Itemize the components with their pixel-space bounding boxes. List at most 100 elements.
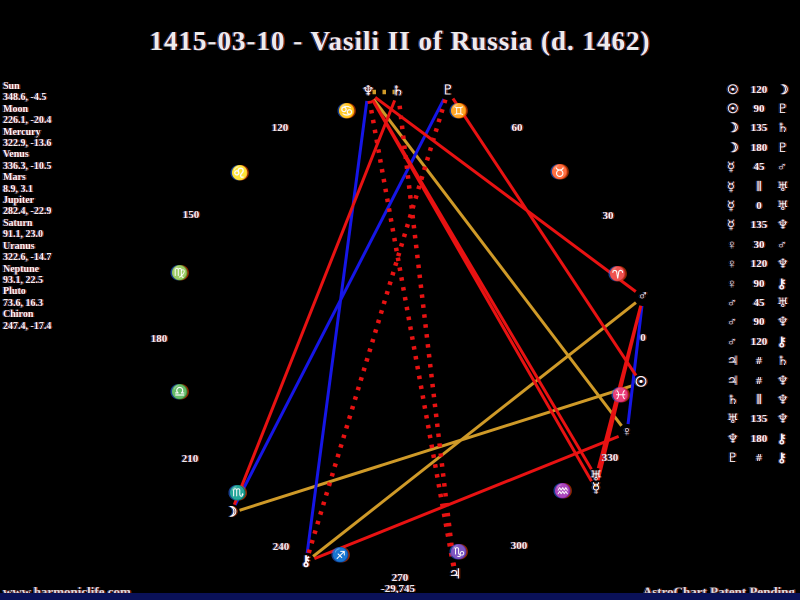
planet-coordinates-value: 226.1, -20.4 (3, 115, 52, 127)
mercury-glyph: ☿ (727, 159, 735, 175)
aspect-angle-label: 135 (750, 219, 768, 232)
degree-label-240: 240 (272, 541, 290, 553)
aspect-angle-label: # (756, 355, 762, 368)
moon-planet-glyph: ☽ (224, 505, 238, 521)
taurus-sign-glyph: ♉ (551, 165, 569, 181)
chiron-glyph: ⚷ (777, 275, 787, 291)
aspect-angle-label: 135 (750, 413, 768, 426)
aspect-row: ♇ # ⚷ (727, 448, 794, 467)
pisces-sign-glyph: ♓ (612, 388, 630, 404)
pluto-glyph: ♇ (727, 450, 739, 466)
mars-glyph: ♂ (777, 159, 787, 175)
aspect-line-venus-mars (626, 305, 644, 425)
uranus-planet-glyph: ♅ (589, 469, 603, 485)
degree-label-180: 180 (150, 333, 168, 345)
venus-planet-glyph: ♀ (621, 425, 633, 440)
aspect-line-moon-saturn (232, 99, 397, 506)
aspect-line-uranus-neptune (371, 98, 593, 471)
scorpio-sign-glyph: ♏ (229, 486, 247, 502)
mars-glyph: ♂ (727, 333, 737, 349)
aspect-angle-label: 90 (753, 316, 765, 329)
moon-glyph: ☽ (727, 139, 739, 155)
sun-planet-glyph: ☉ (634, 375, 648, 391)
aspect-row: ☽ 180 ♇ (727, 138, 794, 157)
planet-name-label: Chiron (3, 309, 34, 321)
jupiter-planet-glyph: ♃ (448, 567, 462, 583)
aspect-row: ♃ # ♆ (727, 371, 794, 390)
aspect-row: ☉ 90 ♇ (727, 99, 794, 118)
mars-glyph: ♂ (777, 236, 787, 252)
planet-coordinates-value: 73.6, 16.3 (3, 297, 43, 309)
planet-coordinates-value: 322.6, -14.7 (3, 252, 52, 264)
planet-positions-panel: Sun 348.6, -4.5 Moon 226.1, -20.4 Mercury 322… (3, 81, 51, 332)
gemini-sign-glyph: ♊ (450, 104, 468, 120)
planet-name-label: Venus (3, 149, 29, 161)
degree-label-330: 330 (601, 452, 619, 464)
aspect-row: ♃ # ♄ (727, 351, 794, 370)
aspect-row: ♀ 90 ⚷ (727, 274, 794, 293)
mars-glyph: ♂ (727, 314, 737, 330)
bottom-bar (0, 593, 800, 600)
planet-coordinates-value: 8.9, 3.1 (3, 183, 33, 195)
planet-coordinates-value: 282.4, -22.9 (3, 206, 52, 218)
aspect-angle-label: ∥ (756, 394, 762, 407)
saturn-planet-glyph: ♄ (391, 84, 405, 100)
chiron-glyph: ⚷ (777, 333, 787, 349)
degree-label-120: 120 (271, 122, 289, 134)
planet-coordinates-value: 348.6, -4.5 (3, 92, 47, 104)
sun-glyph: ☉ (727, 101, 739, 117)
mercury-glyph: ☿ (727, 178, 735, 194)
uranus-glyph: ♅ (777, 294, 789, 310)
aspect-angle-label: 0 (756, 200, 762, 213)
aspect-line-sun-pluto (451, 97, 638, 377)
chiron-glyph: ⚷ (777, 450, 787, 466)
planet-coordinates-value: 93.1, 22.5 (3, 274, 43, 286)
aspect-row: ☿ ∥ ♅ (727, 177, 794, 196)
aspect-row: ☿ 0 ♅ (727, 196, 794, 215)
planet-name-label: Saturn (3, 217, 33, 229)
planet-name-label: Sun (3, 81, 20, 92)
aspect-line-mars-neptune (374, 96, 637, 293)
degree-label-150: 150 (182, 209, 200, 221)
pluto-glyph: ♇ (777, 139, 789, 155)
planet-coordinates-value: 336.3, -10.5 (3, 160, 52, 172)
saturn-glyph: ♄ (727, 391, 739, 407)
aspect-row: ♂ 45 ♅ (727, 293, 794, 312)
mercury-glyph: ☿ (727, 217, 735, 233)
aspect-row: ☿ 135 ♆ (727, 216, 794, 235)
aspect-angle-label: 30 (753, 238, 765, 251)
aspect-angle-label: 90 (753, 103, 765, 116)
planet-name-label: Mars (3, 172, 26, 184)
uranus-glyph: ♅ (777, 178, 789, 194)
aspect-angle-label: 180 (750, 432, 768, 445)
offset-number-label: -29,745 (381, 583, 415, 595)
aspects-panel: ☉ 120 ☽ ☉ 90 ♇ ☽ 135 ♄ ☽ 180 ♇ ☿ 45 ♂ ☿ ∥ ♅ ☿ 0 ♅ ☿ 135 ♆ ♀ 30 ♂ ♀ 1… (727, 80, 794, 468)
planet-name-label: Pluto (3, 286, 26, 298)
neptune-planet-glyph: ♆ (361, 84, 375, 100)
jupiter-glyph: ♃ (727, 372, 739, 388)
aspect-angle-label: 120 (750, 258, 768, 271)
planet-name-label: Jupiter (3, 195, 35, 207)
sun-glyph: ☉ (727, 81, 739, 97)
chiron-planet-glyph: ⚷ (300, 554, 312, 570)
mars-planet-glyph: ♂ (637, 289, 649, 304)
saturn-glyph: ♄ (777, 353, 789, 369)
aspect-row: ☉ 120 ☽ (727, 80, 794, 99)
neptune-glyph: ♆ (777, 314, 789, 330)
neptune-glyph: ♆ (777, 217, 789, 233)
chiron-glyph: ⚷ (777, 430, 787, 446)
capricorn-sign-glyph: ♑ (450, 545, 468, 561)
uranus-glyph: ♅ (727, 411, 739, 427)
leo-sign-glyph: ♌ (231, 166, 249, 182)
aspect-line-sun-moon (239, 384, 633, 512)
aquarius-sign-glyph: ♒ (554, 484, 572, 500)
aspect-row: ♀ 30 ♂ (727, 235, 794, 254)
aspect-line-jupiter-saturn (396, 100, 457, 567)
planet-name-label: Moon (3, 103, 28, 115)
venus-glyph: ♀ (727, 256, 737, 272)
venus-glyph: ♀ (727, 275, 737, 291)
neptune-glyph: ♆ (777, 391, 789, 407)
planet-name-label: Uranus (3, 240, 35, 252)
pluto-planet-glyph: ♇ (441, 83, 455, 99)
